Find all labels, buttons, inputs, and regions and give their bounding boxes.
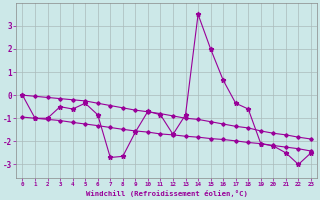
X-axis label: Windchill (Refroidissement éolien,°C): Windchill (Refroidissement éolien,°C) (86, 190, 248, 197)
